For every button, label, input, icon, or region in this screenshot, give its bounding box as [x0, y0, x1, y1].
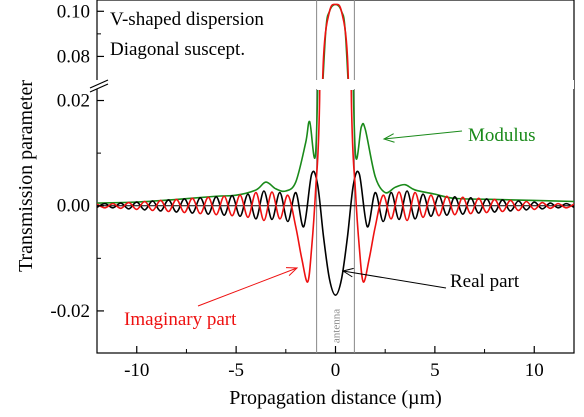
series-line-imaginary-part	[97, 90, 574, 283]
x-tick-label: -5	[228, 360, 244, 381]
axis-break-gap	[90, 80, 574, 89]
annotation-antenna: antenna	[331, 309, 343, 343]
annotation-susceptibility: Diagonal suscept.	[110, 39, 245, 60]
arrow-imaginary-part-head	[285, 267, 299, 276]
annotation-imaginary-part: Imaginary part	[124, 309, 237, 330]
x-tick-label: 5	[430, 360, 440, 381]
axis-break-mark	[89, 83, 109, 93]
arrow-real-part-head	[341, 267, 354, 278]
y-tick-label: 0.00	[57, 196, 90, 217]
x-tick-label: -10	[124, 360, 149, 381]
series-line-modulus	[97, 90, 574, 204]
y-tick-label: -0.02	[50, 301, 90, 322]
annotation-dispersion: V-shaped dispersion	[110, 9, 264, 30]
arrow-real-part	[342, 270, 447, 289]
series-line-real-part-upper	[97, 222, 574, 275]
x-tick-label: 10	[525, 360, 544, 381]
series-line-imaginary-part-upper	[321, 3, 350, 79]
arrow-modulus	[383, 130, 463, 140]
y-tick-label: 0.10	[57, 1, 90, 22]
y-tick-label: 0.02	[57, 91, 90, 112]
annotation-real-part: Real part	[450, 271, 520, 292]
series-line-real-part	[97, 170, 574, 296]
arrow-modulus-head	[382, 133, 395, 143]
y-axis-title: Transmission parameter	[15, 80, 37, 272]
annotation-modulus: Modulus	[468, 125, 536, 146]
x-tick-label: 0	[331, 360, 341, 381]
x-axis-title: Propagation distance (µm)	[229, 387, 442, 409]
arrow-imaginary-part	[197, 267, 298, 307]
y-tick-label: 0.08	[57, 46, 90, 67]
axis-break-mark	[89, 79, 109, 89]
